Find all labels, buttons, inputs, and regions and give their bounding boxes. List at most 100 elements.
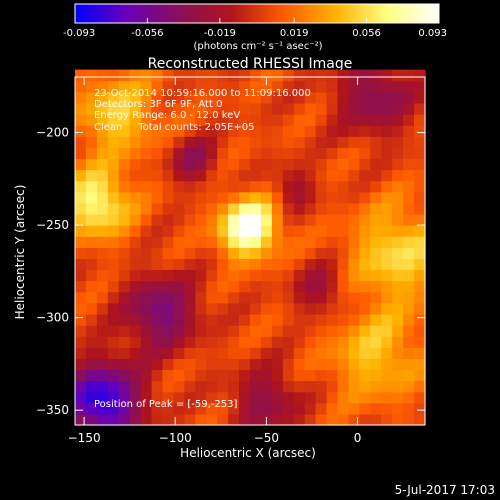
heatmap-cell: [359, 302, 371, 315]
heatmap-cell: [140, 269, 153, 282]
heatmap-cell: [293, 358, 306, 371]
heatmap-cell: [260, 114, 273, 126]
heatmap-cell: [250, 280, 262, 293]
heatmap-cell: [228, 180, 240, 193]
heatmap-cell: [337, 380, 350, 393]
heatmap-cell: [118, 302, 131, 315]
heatmap-cell: [151, 191, 164, 204]
heatmap-cell: [107, 325, 120, 337]
heatmap-cell: [195, 302, 207, 315]
heatmap-cell: [414, 202, 426, 215]
heatmap-cell: [206, 313, 218, 326]
heatmap-cell: [206, 413, 218, 426]
heatmap-cell: [250, 347, 262, 359]
heatmap-cell: [129, 313, 142, 326]
heatmap-cell: [195, 136, 207, 148]
heatmap-cell: [326, 80, 339, 93]
heatmap-cell: [184, 269, 196, 282]
heatmap-cell: [250, 380, 262, 393]
heatmap-cell: [381, 169, 393, 182]
heatmap-cell: [260, 191, 273, 204]
heatmap-cell: [239, 102, 251, 115]
heatmap-cell: [228, 80, 240, 93]
heatmap-cell: [359, 213, 371, 226]
heatmap-cell: [184, 291, 196, 304]
heatmap-cell: [359, 236, 371, 248]
heatmap-cell: [217, 402, 229, 415]
heatmap-cell: [151, 258, 164, 271]
heatmap-cell: [140, 202, 153, 215]
heatmap-cell: [85, 313, 98, 326]
heatmap-cell: [151, 247, 164, 260]
heatmap-cell: [282, 391, 295, 404]
heatmap-cell: [260, 236, 273, 248]
heatmap-cell: [173, 91, 185, 104]
heatmap-cell: [250, 325, 262, 337]
heatmap-cell: [293, 225, 306, 237]
heatmap-cell: [370, 147, 382, 160]
heatmap-cell: [173, 347, 185, 359]
heatmap-cell: [250, 191, 262, 204]
heatmap-cell: [206, 391, 218, 404]
heatmap-cell: [140, 402, 153, 415]
heatmap-cell: [414, 158, 426, 171]
heatmap-cell: [414, 69, 426, 82]
heatmap-cell: [337, 114, 350, 126]
heatmap-cell: [151, 69, 164, 82]
heatmap-cell: [326, 291, 339, 304]
heatmap-cell: [370, 136, 382, 148]
heatmap-cell: [392, 413, 404, 426]
heatmap-cell: [392, 125, 404, 137]
heatmap-cell: [96, 291, 109, 304]
heatmap-cell: [96, 402, 109, 415]
heatmap-cell: [370, 102, 382, 115]
heatmap-cell: [392, 313, 404, 326]
heatmap-cell: [326, 91, 339, 104]
heatmap-cell: [140, 136, 153, 148]
heatmap-cell: [96, 380, 109, 393]
heatmap-cell: [282, 336, 295, 348]
heatmap-cell: [162, 191, 175, 204]
heatmap-cell: [414, 313, 426, 326]
heatmap-cell: [173, 313, 185, 326]
heatmap-cell: [359, 80, 371, 93]
heatmap-cell: [250, 413, 262, 426]
heatmap-cell: [195, 280, 207, 293]
heatmap-cell: [239, 380, 251, 393]
heatmap-cell: [118, 136, 131, 148]
heatmap-cell: [228, 91, 240, 104]
heatmap-cell: [129, 102, 142, 115]
heatmap-cell: [403, 102, 415, 115]
heatmap-cell: [184, 169, 196, 182]
heatmap-cell: [271, 191, 284, 204]
heatmap-cell: [206, 91, 218, 104]
heatmap-cell: [195, 269, 207, 282]
heatmap-cell: [293, 269, 306, 282]
heatmap-cell: [381, 80, 393, 93]
heatmap-cell: [348, 347, 360, 359]
heatmap-cell: [348, 336, 360, 348]
heatmap-cell: [260, 291, 273, 304]
heatmap-cell: [173, 402, 185, 415]
heatmap-cell: [293, 180, 306, 193]
heatmap-cell: [370, 280, 382, 293]
heatmap-cell: [228, 169, 240, 182]
heatmap-cell: [315, 147, 328, 160]
heatmap-cell: [228, 69, 240, 82]
heatmap-cell: [348, 213, 360, 226]
heatmap-cell: [370, 80, 382, 93]
colorbar-gradient: [74, 3, 440, 24]
heatmap-cell: [151, 136, 164, 148]
heatmap-cell: [206, 180, 218, 193]
heatmap-cell: [381, 69, 393, 82]
heatmap-cell: [85, 280, 98, 293]
heatmap-cell: [162, 80, 175, 93]
heatmap-cell: [326, 413, 339, 426]
heatmap-cell: [195, 169, 207, 182]
heatmap-cell: [239, 280, 251, 293]
heatmap-cell: [392, 280, 404, 293]
heatmap-cell: [304, 291, 317, 304]
heatmap-cell: [315, 402, 328, 415]
heatmap-cell: [304, 191, 317, 204]
heatmap-cell: [282, 269, 295, 282]
